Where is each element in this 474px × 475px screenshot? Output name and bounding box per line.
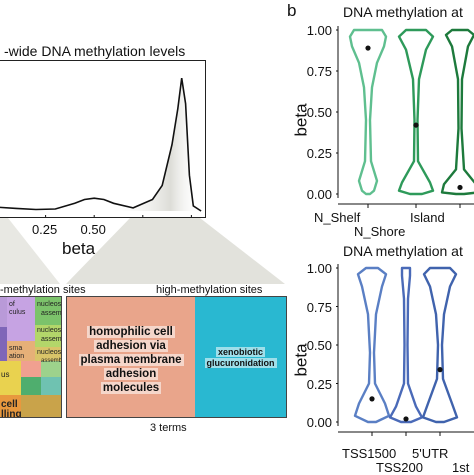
tm-low-label: nucleosome: [37, 349, 62, 356]
violin-bottom-title: DNA methylation at: [343, 243, 463, 259]
zoom-connectors: [0, 218, 285, 284]
violin-top-plot: [336, 26, 474, 208]
tm-low-label: us: [1, 370, 10, 379]
high-treemap: homophilic cell adhesion via plasma memb…: [66, 296, 287, 418]
low-treemap: nucleosome assembly nucleosome assembly …: [0, 296, 62, 418]
violin-y-tick-label: 0.00: [306, 187, 332, 202]
violin-y-tick-label: 0.25: [306, 146, 332, 161]
violin-x-category-label: 5'UTR: [412, 446, 449, 461]
tm-low-cell: [7, 341, 35, 361]
tm-low-cell: [41, 361, 61, 377]
tm-low-cell: [35, 297, 61, 325]
panel-letter-b: b: [287, 1, 297, 20]
tm-low-label: sma: [9, 345, 23, 352]
tm-low-label: assembly: [41, 358, 62, 364]
tm-high-main-label: homophilic cell adhesion via plasma memb…: [78, 326, 184, 395]
violin-y-tick-label: 0.25: [306, 376, 332, 392]
violin-y-tick-label: 0.50: [306, 105, 332, 120]
tm-low-label: nucleosome: [37, 327, 62, 334]
violin-tss1500: [353, 266, 391, 424]
violin-island: [440, 28, 474, 196]
violin-median-point: [437, 367, 443, 373]
violin-x-category-label: TSS1500: [342, 446, 397, 461]
high-treemap-footer: 3 terms: [150, 422, 187, 434]
tm-high-main-cell: homophilic cell adhesion via plasma memb…: [67, 297, 195, 417]
tm-low-label: assembly: [41, 336, 62, 343]
tm-low-label: assembly: [41, 310, 62, 317]
tm-low-cell: [0, 297, 7, 327]
connector-low: [0, 218, 60, 284]
tm-high-second-label: xenobiotic glucuronidation: [204, 347, 277, 368]
density-title: -wide DNA methylation levels: [4, 43, 186, 59]
tm-low-cell: [35, 325, 61, 347]
connector-high: [66, 218, 285, 284]
violin-y-tick-label: 1.00: [306, 261, 332, 276]
density-plot: [0, 77, 202, 217]
tm-low-cell: [35, 347, 61, 361]
tm-low-cell: [21, 377, 41, 395]
tm-low-label: ation: [9, 353, 25, 360]
violin-bottom-plot: [336, 264, 474, 436]
high-treemap-title: high-methylation sites: [156, 284, 263, 296]
tm-low-label: cell: [1, 399, 18, 410]
violin-median-point: [457, 184, 463, 191]
violin-n-shelf: [348, 28, 388, 196]
tm-low-label: culus: [9, 309, 26, 316]
violin-median-point: [365, 45, 371, 51]
violin-n-shore: [397, 28, 435, 196]
violin-x-category-label: N_Shore: [354, 224, 406, 239]
tm-low-cell: [0, 395, 21, 417]
violin-y-tick-label: 0.75: [306, 64, 332, 79]
density-plot-frame: [0, 60, 206, 218]
tm-low-cell: [21, 361, 41, 377]
density-x-tick-label: 0.25: [31, 222, 58, 237]
violin-top-title: DNA methylation at: [343, 4, 463, 20]
tm-low-label: of: [9, 301, 15, 308]
violin-median-point: [369, 396, 375, 402]
violin-tss200: [388, 266, 424, 424]
violin-5-utr: [421, 266, 459, 424]
violin-x-category-label: Island: [410, 210, 445, 225]
violin-median-point: [403, 416, 409, 422]
violin-x-category-label: N_Shelf: [314, 210, 361, 225]
tm-low-cell: [0, 327, 7, 367]
density-x-axis-label: beta: [62, 239, 96, 258]
density-area: [0, 78, 202, 211]
violin-median-point: [413, 122, 419, 128]
tm-low-cell: [21, 395, 61, 417]
density-x-tick-label: 0.50: [80, 222, 106, 237]
violin-y-tick-label: 0.50: [306, 338, 332, 353]
violin-x-category-label: 1st: [452, 460, 470, 475]
tm-low-cell: [7, 297, 35, 341]
tm-low-label: lling: [1, 409, 22, 418]
low-treemap-title: -methylation sites: [0, 284, 86, 296]
tm-low-cell: [0, 361, 21, 395]
violin-y-tick-label: 0.00: [306, 415, 332, 430]
tm-high-second-cell: xenobiotic glucuronidation: [195, 297, 286, 417]
violin-y-tick-label: 1.00: [306, 23, 332, 38]
tm-low-label: nucleosome: [37, 301, 62, 308]
density-line: [0, 77, 202, 212]
tm-low-cell: [41, 377, 61, 395]
violin-x-category-label: TSS200: [376, 460, 423, 475]
violin-y-tick-label: 0.75: [306, 299, 332, 315]
